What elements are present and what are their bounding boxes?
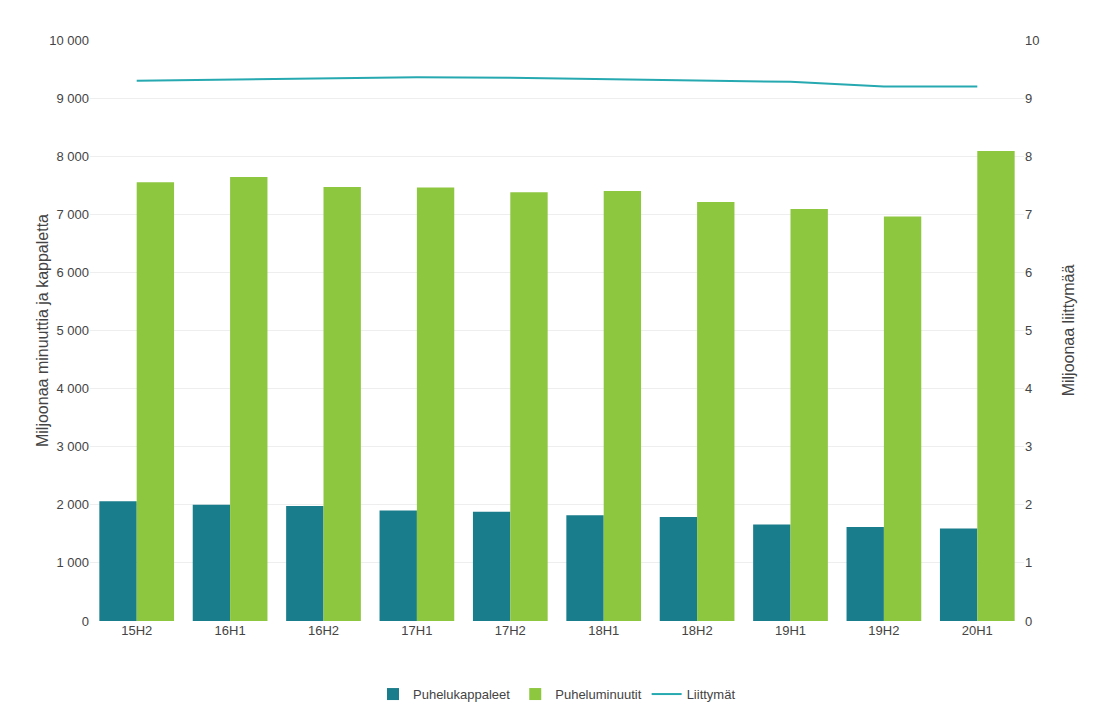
svg-text:20H1: 20H1 (962, 623, 993, 638)
svg-text:8 000: 8 000 (56, 149, 89, 164)
svg-text:3: 3 (1025, 439, 1032, 454)
svg-text:9 000: 9 000 (56, 91, 89, 106)
svg-text:5 000: 5 000 (56, 323, 89, 338)
svg-text:10: 10 (1025, 33, 1039, 48)
svg-text:9: 9 (1025, 91, 1032, 106)
svg-text:17H1: 17H1 (401, 623, 432, 638)
svg-text:1: 1 (1025, 555, 1032, 570)
svg-text:Puhelukappaleet: Puhelukappaleet (413, 687, 510, 702)
svg-text:16H1: 16H1 (215, 623, 246, 638)
svg-text:6 000: 6 000 (56, 265, 89, 280)
svg-text:1 000: 1 000 (56, 555, 89, 570)
svg-text:16H2: 16H2 (308, 623, 339, 638)
svg-text:0: 0 (82, 614, 89, 629)
svg-text:3 000: 3 000 (56, 439, 89, 454)
svg-text:19H2: 19H2 (868, 623, 899, 638)
svg-text:2 000: 2 000 (56, 497, 89, 512)
svg-text:Liittymät: Liittymät (687, 687, 736, 702)
svg-text:0: 0 (1025, 614, 1032, 629)
svg-text:19H1: 19H1 (775, 623, 806, 638)
svg-text:7 000: 7 000 (56, 207, 89, 222)
svg-text:Puheluminuutit: Puheluminuutit (555, 687, 641, 702)
svg-text:15H2: 15H2 (121, 623, 152, 638)
svg-text:Miljoonaa minuuttia ja kappale: Miljoonaa minuuttia ja kappaletta (34, 214, 51, 447)
svg-text:5: 5 (1025, 323, 1032, 338)
svg-text:18H2: 18H2 (682, 623, 713, 638)
svg-text:4 000: 4 000 (56, 381, 89, 396)
svg-text:17H2: 17H2 (495, 623, 526, 638)
svg-text:4: 4 (1025, 381, 1032, 396)
svg-text:7: 7 (1025, 207, 1032, 222)
svg-text:8: 8 (1025, 149, 1032, 164)
svg-text:2: 2 (1025, 497, 1032, 512)
svg-text:Miljoonaa liittymää: Miljoonaa liittymää (1060, 265, 1077, 397)
svg-text:18H1: 18H1 (588, 623, 619, 638)
svg-text:10 000: 10 000 (49, 33, 89, 48)
svg-text:6: 6 (1025, 265, 1032, 280)
